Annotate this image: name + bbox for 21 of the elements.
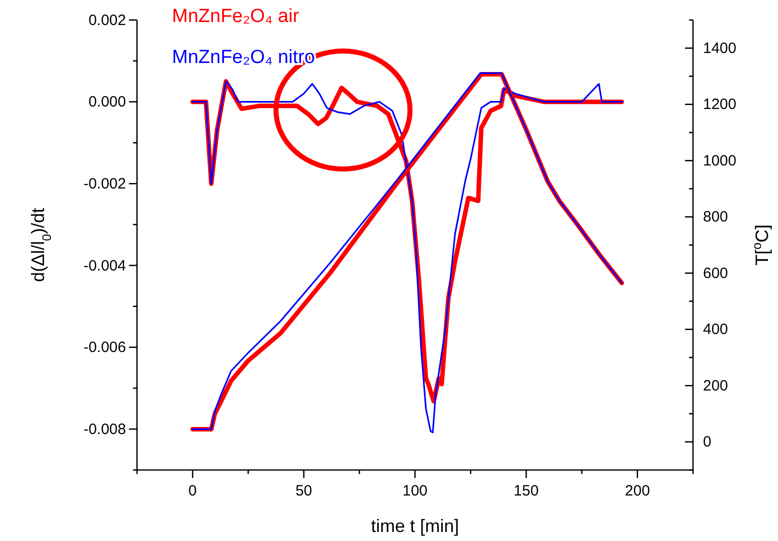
x-axis-title: time t [min]	[370, 516, 460, 536]
y2-tick-label: 1000	[703, 152, 736, 170]
y-tick-label: -0.006	[83, 339, 126, 356]
y-tick-label: -0.004	[83, 257, 126, 274]
y2-tick-label: 0	[703, 434, 712, 451]
y-tick-label: 0.000	[88, 94, 126, 111]
text: MnZnFe₂O₄ air	[172, 6, 300, 27]
x-tick-label: 150	[514, 482, 539, 500]
y2-tick-label: 1200	[703, 96, 736, 114]
y-tick-label: 0.002	[88, 12, 126, 29]
x-tick-label: 50	[295, 482, 312, 500]
x-tick-label: 200	[624, 482, 650, 500]
y2-tick-label: 400	[703, 321, 728, 338]
x-tick-label: 0	[188, 482, 197, 500]
y2-tick-label: 1400	[703, 40, 736, 57]
x-tick-label: 100	[402, 482, 428, 500]
y-tick-label: -0.002	[83, 175, 126, 192]
y2-tick-label: 200	[703, 377, 728, 394]
y2-tick-label: 800	[703, 208, 728, 226]
y2-tick-label: 600	[703, 264, 728, 282]
y-tick-label: -0.008	[83, 420, 126, 438]
